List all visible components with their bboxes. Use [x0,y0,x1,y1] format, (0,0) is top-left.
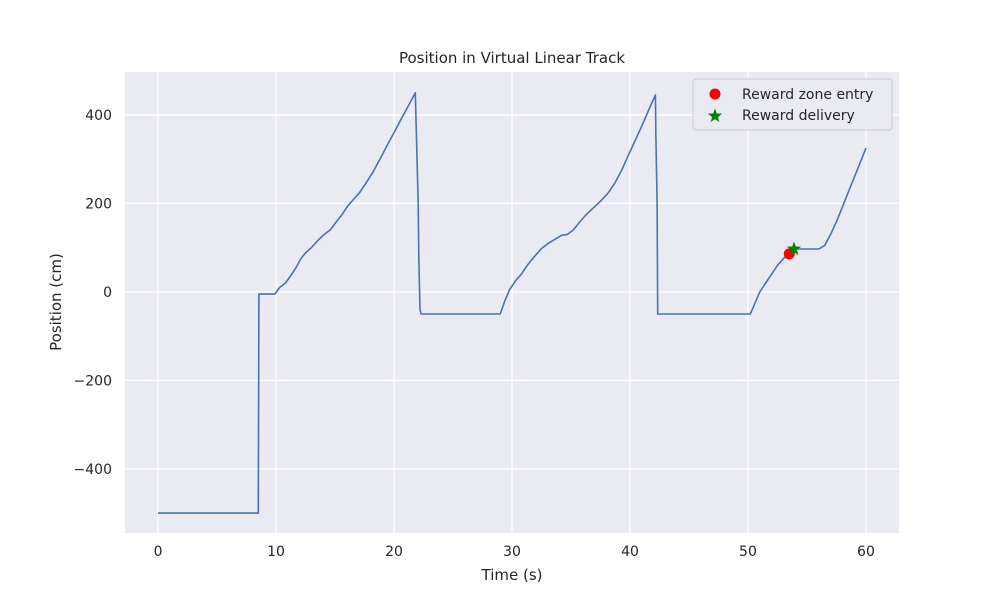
position-line [158,92,867,514]
tick-labels: 0 10 20 30 40 50 60 −400 −200 0 200 400 [74,108,875,560]
x-tick-label: 10 [267,544,285,560]
y-tick-label: −200 [74,373,112,389]
y-tick-label: −400 [74,462,112,478]
x-tick-label: 50 [739,544,757,560]
grid [125,72,899,533]
x-tick-label: 40 [621,544,639,560]
legend-marker-reward-delivery [707,108,723,123]
y-tick-label: 200 [85,196,112,212]
legend: Reward zone entry Reward delivery [692,78,893,131]
x-axis-label: Time (s) [481,566,543,584]
marker-layer [783,241,802,260]
legend-marker-reward-zone-entry [709,88,721,100]
legend-label-reward-zone-entry: Reward zone entry [742,87,873,103]
legend-label-reward-delivery: Reward delivery [742,108,855,124]
x-tick-label: 20 [385,544,403,560]
y-tick-label: 400 [85,108,112,124]
x-tick-label: 0 [154,544,163,560]
x-tick-label: 60 [857,544,875,560]
y-tick-label: 0 [103,285,112,301]
series-layer [158,92,867,514]
legend-box [692,78,893,131]
reward-delivery-marker [786,241,802,256]
chart-title: Position in Virtual Linear Track [399,49,625,67]
x-tick-label: 30 [503,544,521,560]
y-axis-label: Position (cm) [47,253,65,351]
